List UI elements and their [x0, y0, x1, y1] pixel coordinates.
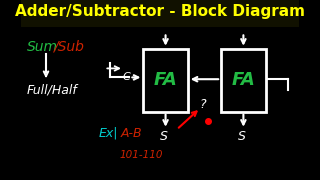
Bar — [143, 49, 188, 112]
Text: C: C — [123, 72, 131, 82]
Bar — [21, 0, 299, 27]
Text: Sum: Sum — [27, 40, 58, 54]
Text: ?: ? — [200, 98, 206, 111]
Text: Adder/Subtractor - Block Diagram: Adder/Subtractor - Block Diagram — [15, 4, 305, 19]
Text: A-B: A-B — [121, 127, 143, 140]
Text: Full/Half: Full/Half — [27, 84, 77, 96]
Text: S: S — [160, 130, 168, 143]
Text: FA: FA — [154, 71, 177, 89]
Text: /Sub: /Sub — [53, 40, 84, 54]
Bar — [221, 49, 266, 112]
Text: FA: FA — [232, 71, 255, 89]
Text: Ex|: Ex| — [99, 127, 118, 140]
Text: 101-110: 101-110 — [120, 150, 163, 160]
Text: S: S — [238, 130, 246, 143]
